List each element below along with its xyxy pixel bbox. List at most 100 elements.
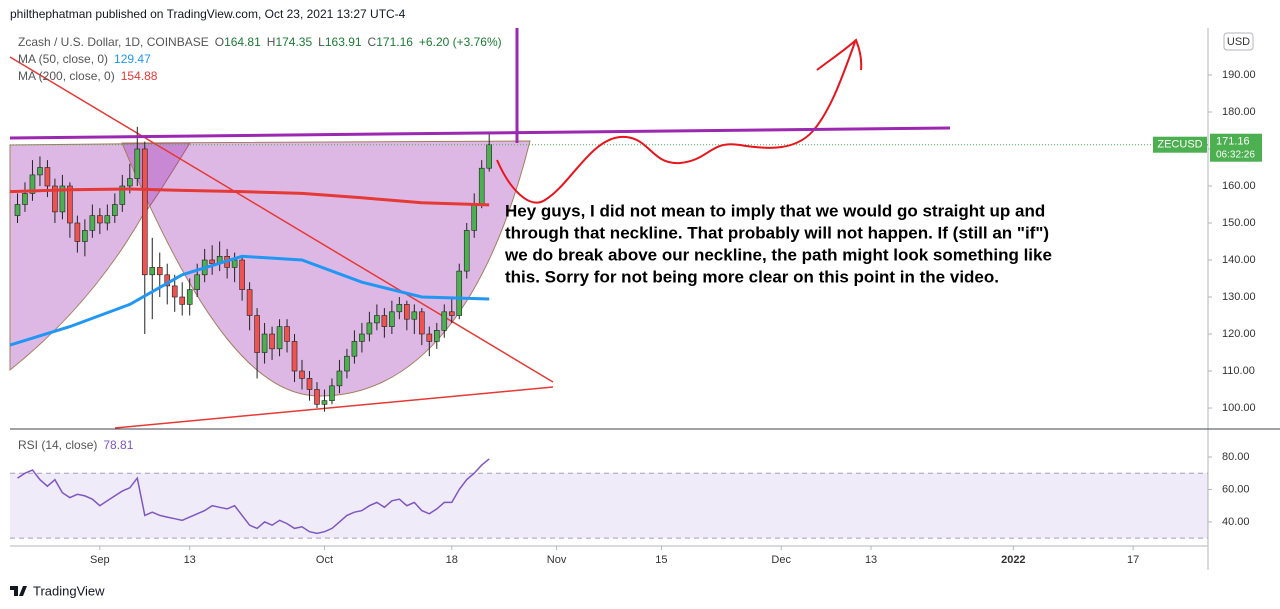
legend-name: MA (200, close, 0): [18, 69, 115, 83]
moving-average: [9, 187, 490, 207]
candle-body: [59, 185, 66, 213]
candle-body: [314, 389, 320, 405]
legend-value: 129.47: [114, 52, 151, 66]
logo-mark[interactable]: [10, 586, 27, 596]
y-tick-label: 110.00: [1222, 365, 1255, 377]
currency-badge[interactable]: [1223, 32, 1254, 51]
candle-body: [448, 311, 455, 316]
candle-body: [463, 230, 470, 272]
ohlc-value: 174.35: [275, 35, 312, 49]
candle-body: [231, 259, 238, 268]
projected-path: [496, 38, 863, 204]
candle-body: [359, 333, 365, 342]
candle-body: [344, 355, 350, 372]
publisher-line: philthephatman published on TradingView.…: [10, 7, 406, 21]
candle-body: [82, 230, 88, 242]
x-tick-label: 18: [446, 554, 458, 566]
x-tick-label: Sep: [90, 554, 110, 566]
candle-body: [134, 148, 141, 179]
candle-body: [104, 215, 111, 224]
y-tick-label: 40.00: [1222, 516, 1250, 528]
x-tick-label: Nov: [547, 554, 567, 566]
candle-body: [97, 215, 103, 224]
x-tick-label: Dec: [771, 554, 791, 566]
candle-body: [67, 185, 73, 224]
annotation-line: we do break above our neckline, the path…: [504, 245, 1052, 264]
candle-body: [336, 370, 343, 387]
y-tick-label: 80.00: [1222, 451, 1250, 463]
candle-body: [254, 315, 260, 353]
currency[interactable]: USD: [1227, 36, 1250, 48]
candle-body: [441, 311, 448, 331]
candle-body: [156, 267, 163, 276]
candle-body: [404, 304, 410, 320]
price-label: 171.16: [1216, 136, 1250, 148]
candle-body: [194, 274, 200, 290]
candle-body: [29, 174, 36, 194]
legend-name: RSI (14, close): [18, 438, 97, 452]
ohlc-value: 164.81: [224, 35, 261, 49]
candle-body: [186, 289, 193, 305]
change: +6.20 (+3.76%): [419, 35, 502, 49]
candle-body: [127, 178, 133, 187]
annotation-line: this. Sorry for not being more clear on …: [505, 267, 999, 286]
candle-body: [37, 167, 43, 176]
candle-body: [471, 204, 478, 231]
candle-body: [299, 370, 305, 379]
logo[interactable]: TradingView: [10, 583, 105, 598]
candle-body: [366, 322, 373, 335]
candle-body: [329, 385, 335, 401]
candle-body: [486, 144, 493, 169]
y-tick-label: 100.00: [1222, 402, 1256, 414]
candle-body: [276, 326, 283, 350]
legend-entry: MA (200, close, 0) 154.88: [18, 69, 158, 83]
candle-body: [374, 315, 380, 324]
moving-average: [9, 254, 490, 347]
legend-entry: MA (50, close, 0) 129.47: [18, 52, 151, 66]
candle-body: [269, 333, 275, 350]
candle-body: [179, 296, 186, 305]
ohlc-value: 171.16: [376, 35, 413, 49]
candle-body: [239, 259, 245, 290]
y-tick-label: 120.00: [1222, 328, 1256, 340]
legend-name: MA (50, close, 0): [18, 52, 108, 66]
ohlc-letter: C: [368, 35, 377, 49]
y-tick-label: 160.00: [1222, 180, 1256, 192]
ohlc-value: 163.91: [325, 35, 362, 49]
candle-body: [14, 204, 21, 216]
symbol-badge: [1153, 136, 1207, 153]
y-tick-label: 190.00: [1222, 69, 1256, 81]
candle-body: [22, 193, 28, 205]
candle-body: [149, 267, 156, 276]
legend-value: 154.88: [121, 69, 158, 83]
y-tick-label: 150.00: [1222, 217, 1256, 229]
symbol-label: ZECUSD: [1157, 139, 1202, 151]
candle-body: [426, 333, 433, 342]
legend-value: 78.81: [103, 438, 133, 452]
x-tick-label: 13: [865, 554, 877, 566]
y-tick-label: 180.00: [1222, 106, 1256, 118]
x-tick-label: 2022: [1001, 554, 1025, 566]
ohlc-letter: O: [215, 35, 224, 49]
logo-text[interactable]: TradingView: [33, 583, 105, 598]
ohlc-letter: H: [267, 35, 276, 49]
x-tick-label: 13: [184, 554, 196, 566]
candle-body: [141, 148, 148, 276]
trendline: [9, 56, 554, 383]
neckline: [9, 126, 951, 140]
x-tick-label: 15: [655, 554, 667, 566]
y-tick-label: 140.00: [1222, 254, 1256, 266]
annotation-line: through that neckline. That probably wil…: [505, 223, 1049, 242]
annotation: Hey guys, I did not mean to imply that w…: [504, 201, 1052, 286]
candle-body: [89, 215, 96, 231]
y-tick-label: 130.00: [1222, 291, 1256, 303]
candle-body: [389, 311, 395, 327]
candle-body: [44, 167, 51, 187]
candle-body: [209, 259, 215, 265]
candle-body: [171, 285, 178, 298]
candle-body: [381, 315, 388, 327]
candle-body: [52, 185, 58, 213]
candle-body: [419, 311, 425, 335]
x-tick-label: 17: [1127, 554, 1139, 566]
